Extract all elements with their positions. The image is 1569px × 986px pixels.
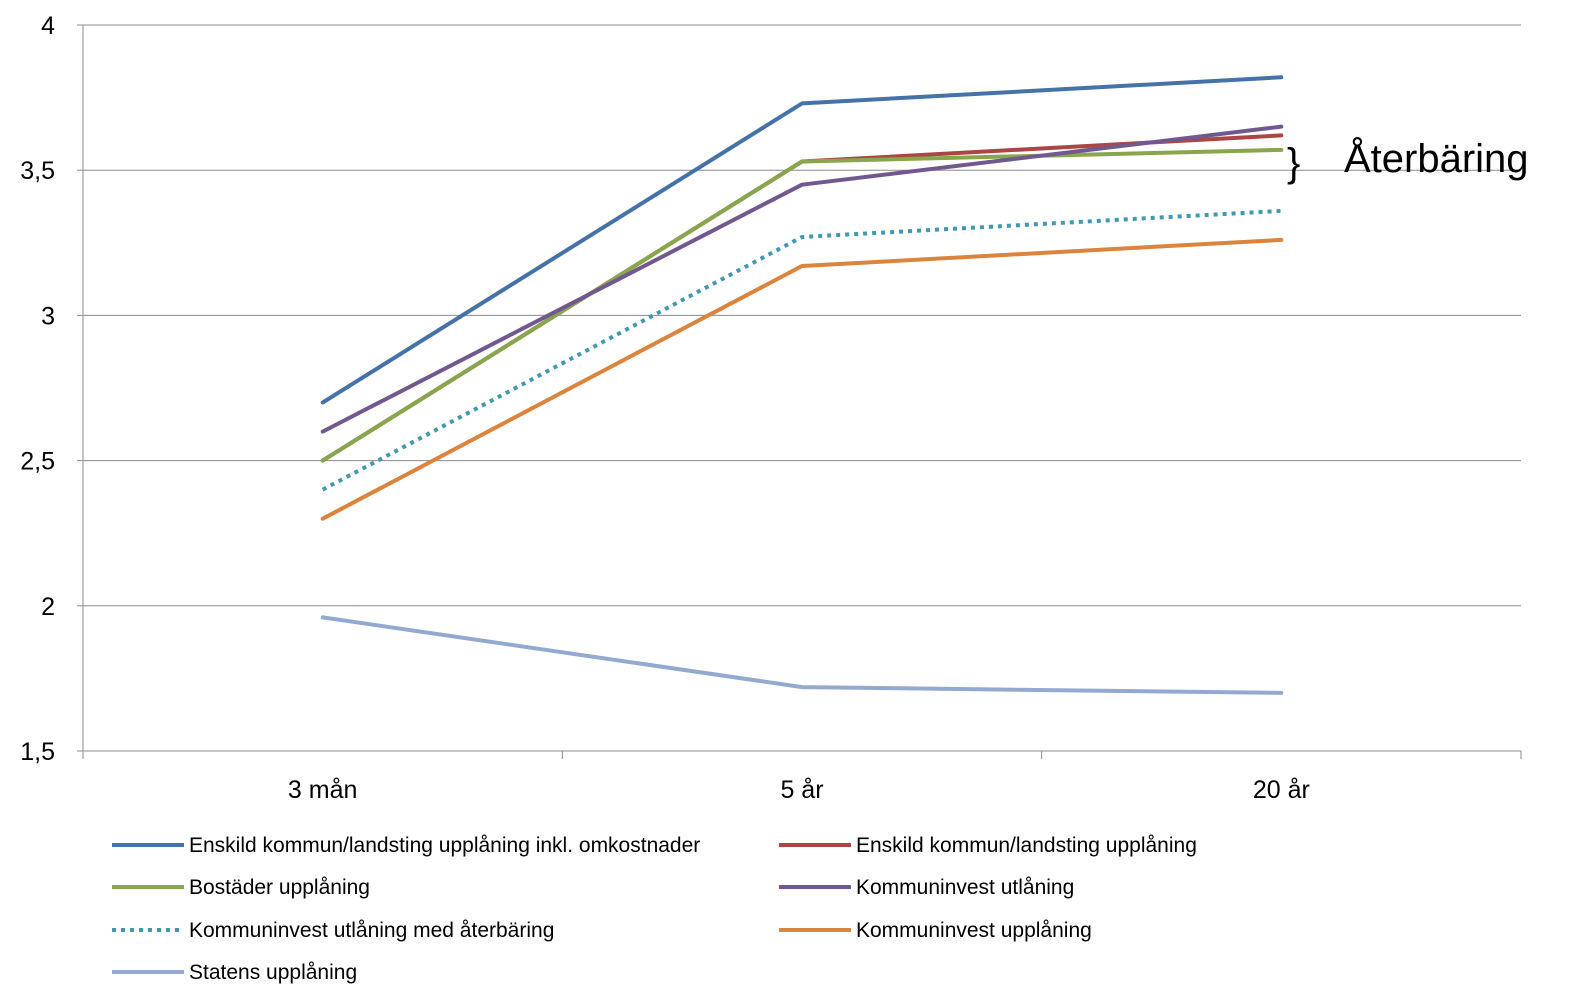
legend-item: Kommuninvest upplåning: [779, 919, 1092, 942]
y-tick-label: 3: [41, 302, 55, 330]
legend: Enskild kommun/landsting upplåning inkl.…: [112, 834, 1197, 984]
y-tick-label: 1,5: [20, 738, 55, 766]
axes: 1,5 2 2,5 3 3,5 4 3 mån 5 år 20 år: [20, 12, 1521, 804]
legend-label: Enskild kommun/landsting upplåning inkl.…: [189, 834, 700, 857]
legend-item: Kommuninvest utlåning: [779, 876, 1074, 899]
y-tick-label: 3,5: [20, 157, 55, 185]
legend-label: Bostäder upplåning: [189, 876, 370, 899]
legend-item: Bostäder upplåning: [112, 876, 370, 899]
legend-item: Statens upplåning: [112, 961, 357, 984]
series-line: [323, 211, 1282, 490]
annotation-brace: }: [1287, 141, 1300, 185]
x-tick-label: 5 år: [780, 776, 823, 804]
legend-label: Kommuninvest utlåning: [856, 876, 1074, 899]
legend-label: Statens upplåning: [189, 961, 357, 984]
annotation-label: Återbäring: [1344, 136, 1529, 181]
y-tick-label: 2,5: [20, 448, 55, 476]
x-tick-label: 3 mån: [288, 776, 357, 804]
annotation: } Återbäring: [1287, 136, 1529, 185]
legend-label: Kommuninvest utlåning med återbäring: [189, 919, 554, 942]
series-line: [323, 617, 1282, 693]
legend-label: Enskild kommun/landsting upplåning: [856, 834, 1197, 857]
legend-label: Kommuninvest upplåning: [856, 919, 1092, 942]
series-lines: [323, 77, 1282, 693]
y-tick-label: 2: [41, 593, 55, 621]
series-line: [323, 77, 1282, 402]
gridlines: [83, 25, 1521, 751]
legend-item: Kommuninvest utlåning med återbäring: [112, 919, 554, 942]
y-tick-label: 4: [41, 12, 55, 40]
x-tick-label: 20 år: [1253, 776, 1310, 804]
series-line: [323, 240, 1282, 519]
series-line: [323, 127, 1282, 432]
legend-item: Enskild kommun/landsting upplåning inkl.…: [112, 834, 700, 857]
legend-item: Enskild kommun/landsting upplåning: [779, 834, 1197, 857]
